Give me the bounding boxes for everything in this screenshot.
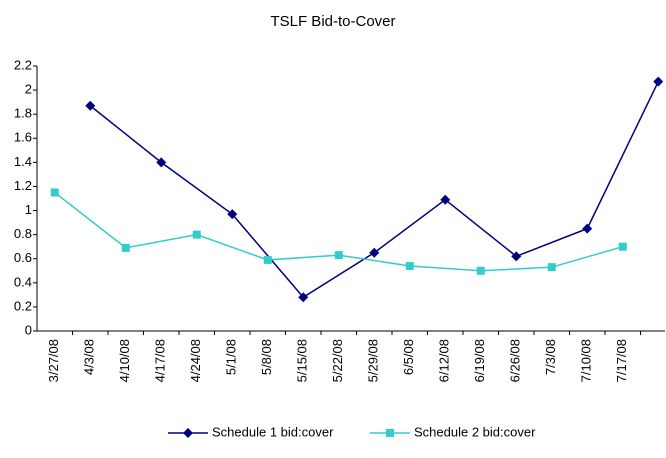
marker xyxy=(227,209,238,220)
marker xyxy=(653,76,664,87)
marker xyxy=(298,292,309,303)
marker xyxy=(50,188,59,197)
x-tick-label: 5/1/08 xyxy=(224,339,239,375)
x-tick-label: 4/17/08 xyxy=(153,339,168,382)
marker xyxy=(263,255,272,264)
series-line xyxy=(89,81,659,299)
y-tick-label: 1 xyxy=(25,202,32,217)
legend-label: Schedule 2 bid:cover xyxy=(414,424,536,439)
x-tick-label: 5/8/08 xyxy=(259,339,274,375)
x-tick-label: 5/22/08 xyxy=(330,339,345,382)
marker xyxy=(85,100,96,111)
marker xyxy=(334,251,343,260)
y-tick-label: 1.4 xyxy=(14,154,32,169)
x-tick-label: 7/3/08 xyxy=(543,339,558,375)
chart-title: TSLF Bid-to-Cover xyxy=(270,13,395,30)
x-tick-label: 6/12/08 xyxy=(437,339,452,382)
x-tick-label: 6/26/08 xyxy=(508,339,523,382)
y-tick-label: 0.8 xyxy=(14,226,32,241)
x-tick-label: 3/27/08 xyxy=(46,339,61,382)
marker xyxy=(405,261,414,270)
x-tick-label: 7/17/08 xyxy=(614,339,629,382)
marker xyxy=(618,242,627,251)
marker xyxy=(121,243,130,252)
marker xyxy=(511,251,522,262)
marker xyxy=(156,157,167,168)
legend-marker xyxy=(386,429,394,437)
y-tick-label: 1.8 xyxy=(14,106,32,121)
marker xyxy=(192,230,201,239)
y-tick-label: 2.2 xyxy=(14,57,32,72)
x-tick-label: 4/24/08 xyxy=(188,339,203,382)
x-tick-label: 6/5/08 xyxy=(401,339,416,375)
y-tick-label: 1.2 xyxy=(14,178,32,193)
y-tick-label: 0 xyxy=(25,322,32,337)
x-tick-label: 5/29/08 xyxy=(366,339,381,382)
y-tick-label: 0.4 xyxy=(14,274,32,289)
marker xyxy=(440,194,451,205)
x-tick-label: 5/15/08 xyxy=(295,339,310,382)
marker xyxy=(547,263,556,272)
marker xyxy=(476,266,485,275)
y-tick-label: 2 xyxy=(25,82,32,97)
x-tick-label: 6/19/08 xyxy=(472,339,487,382)
y-tick-label: 0.2 xyxy=(14,298,32,313)
legend-label: Schedule 1 bid:cover xyxy=(212,424,334,439)
y-tick-label: 0.6 xyxy=(14,250,32,265)
legend-marker xyxy=(183,428,193,438)
y-tick-label: 1.6 xyxy=(14,130,32,145)
x-tick-label: 4/3/08 xyxy=(82,339,97,375)
x-tick-label: 7/10/08 xyxy=(579,339,594,382)
marker xyxy=(369,247,380,258)
marker xyxy=(582,223,593,234)
x-tick-label: 4/10/08 xyxy=(117,339,132,382)
